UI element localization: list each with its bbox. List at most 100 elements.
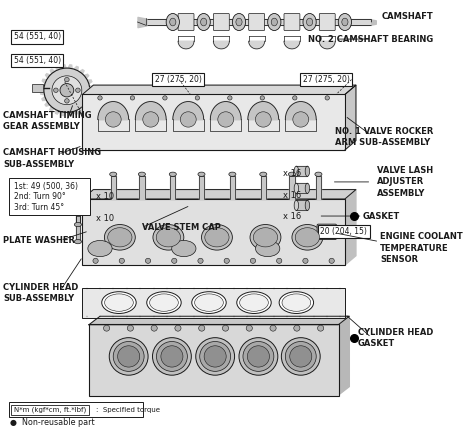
Text: NO. 2 CAMSHAFT BEARING: NO. 2 CAMSHAFT BEARING bbox=[308, 35, 433, 44]
Polygon shape bbox=[210, 102, 241, 119]
Polygon shape bbox=[296, 183, 308, 193]
Polygon shape bbox=[55, 108, 61, 114]
Ellipse shape bbox=[305, 200, 310, 211]
Ellipse shape bbox=[271, 18, 277, 26]
Circle shape bbox=[228, 96, 232, 100]
Circle shape bbox=[260, 96, 264, 100]
Polygon shape bbox=[40, 90, 46, 95]
Text: ENGINE COOLANT
TEMPERATURE
SENSOR: ENGINE COOLANT TEMPERATURE SENSOR bbox=[380, 233, 463, 263]
Circle shape bbox=[105, 112, 121, 127]
Ellipse shape bbox=[268, 13, 281, 30]
Circle shape bbox=[292, 96, 297, 100]
Ellipse shape bbox=[232, 13, 246, 30]
Ellipse shape bbox=[156, 228, 181, 247]
Ellipse shape bbox=[237, 292, 271, 314]
FancyBboxPatch shape bbox=[11, 30, 63, 44]
Polygon shape bbox=[135, 102, 166, 119]
Text: 27 (275, 20): 27 (275, 20) bbox=[303, 75, 350, 84]
FancyBboxPatch shape bbox=[249, 13, 264, 30]
Ellipse shape bbox=[338, 13, 352, 30]
Text: x 16: x 16 bbox=[283, 169, 301, 178]
Circle shape bbox=[199, 325, 205, 331]
Text: x 16: x 16 bbox=[283, 190, 301, 199]
Polygon shape bbox=[76, 195, 80, 224]
Ellipse shape bbox=[285, 341, 316, 372]
Circle shape bbox=[128, 325, 134, 331]
Ellipse shape bbox=[229, 172, 236, 176]
Text: ●  Non-reusable part: ● Non-reusable part bbox=[9, 418, 94, 427]
Ellipse shape bbox=[204, 346, 226, 367]
Ellipse shape bbox=[150, 294, 178, 311]
Text: x 10: x 10 bbox=[96, 192, 114, 201]
Polygon shape bbox=[89, 316, 349, 325]
FancyBboxPatch shape bbox=[284, 13, 300, 30]
Circle shape bbox=[175, 325, 181, 331]
Circle shape bbox=[103, 325, 109, 331]
Polygon shape bbox=[82, 94, 345, 150]
Ellipse shape bbox=[156, 341, 187, 372]
Text: GASKET: GASKET bbox=[363, 211, 400, 221]
FancyBboxPatch shape bbox=[318, 225, 370, 238]
Circle shape bbox=[270, 325, 276, 331]
Polygon shape bbox=[345, 85, 356, 150]
Ellipse shape bbox=[243, 341, 274, 372]
Polygon shape bbox=[82, 190, 356, 199]
FancyBboxPatch shape bbox=[11, 54, 63, 67]
Polygon shape bbox=[82, 85, 356, 94]
Text: 2nd: Turn 90°: 2nd: Turn 90° bbox=[14, 192, 66, 201]
Text: CAMSHAFT HOUSING
SUB-ASSEMBLY: CAMSHAFT HOUSING SUB-ASSEMBLY bbox=[3, 148, 101, 169]
Circle shape bbox=[60, 84, 74, 97]
Polygon shape bbox=[289, 175, 295, 199]
Ellipse shape bbox=[260, 172, 267, 176]
Text: :  Specified torque: : Specified torque bbox=[96, 407, 160, 413]
Polygon shape bbox=[338, 316, 349, 395]
Circle shape bbox=[93, 258, 98, 263]
Circle shape bbox=[98, 96, 102, 100]
Ellipse shape bbox=[239, 338, 278, 375]
Ellipse shape bbox=[290, 346, 312, 367]
Polygon shape bbox=[62, 65, 67, 70]
Polygon shape bbox=[67, 110, 72, 116]
FancyBboxPatch shape bbox=[82, 94, 346, 151]
Polygon shape bbox=[62, 110, 67, 116]
Ellipse shape bbox=[253, 228, 278, 247]
FancyBboxPatch shape bbox=[82, 199, 346, 266]
Ellipse shape bbox=[250, 224, 281, 250]
Polygon shape bbox=[213, 41, 229, 49]
Circle shape bbox=[163, 96, 167, 100]
Circle shape bbox=[250, 258, 255, 263]
Polygon shape bbox=[316, 175, 321, 199]
Text: VALVE STEM CAP: VALVE STEM CAP bbox=[142, 223, 221, 232]
Ellipse shape bbox=[307, 18, 313, 26]
Ellipse shape bbox=[153, 224, 184, 250]
Polygon shape bbox=[345, 190, 356, 265]
FancyBboxPatch shape bbox=[178, 13, 194, 30]
Polygon shape bbox=[34, 85, 43, 91]
Ellipse shape bbox=[153, 338, 191, 375]
Polygon shape bbox=[248, 102, 279, 119]
Polygon shape bbox=[73, 66, 78, 73]
Polygon shape bbox=[76, 216, 80, 242]
Circle shape bbox=[246, 325, 252, 331]
Circle shape bbox=[146, 258, 151, 263]
Ellipse shape bbox=[197, 13, 210, 30]
Ellipse shape bbox=[113, 341, 144, 372]
Ellipse shape bbox=[172, 240, 196, 257]
Polygon shape bbox=[45, 100, 52, 106]
Text: CYLINDER HEAD
SUB-ASSEMBLY: CYLINDER HEAD SUB-ASSEMBLY bbox=[3, 283, 78, 303]
Text: VALVE LASH
ADJUSTER
ASSEMBLY: VALVE LASH ADJUSTER ASSEMBLY bbox=[377, 166, 433, 197]
FancyBboxPatch shape bbox=[82, 288, 346, 317]
FancyBboxPatch shape bbox=[32, 84, 43, 92]
Polygon shape bbox=[170, 175, 175, 199]
Polygon shape bbox=[249, 41, 264, 49]
Polygon shape bbox=[139, 175, 145, 199]
FancyBboxPatch shape bbox=[153, 73, 204, 86]
Ellipse shape bbox=[88, 240, 112, 257]
Ellipse shape bbox=[255, 240, 280, 257]
Text: 54 (551, 40): 54 (551, 40) bbox=[14, 33, 61, 42]
Text: 27 (275, 20): 27 (275, 20) bbox=[155, 75, 202, 84]
Polygon shape bbox=[56, 66, 62, 73]
Polygon shape bbox=[67, 65, 73, 70]
Text: CAMSHAFT: CAMSHAFT bbox=[382, 12, 433, 21]
Circle shape bbox=[180, 112, 196, 127]
